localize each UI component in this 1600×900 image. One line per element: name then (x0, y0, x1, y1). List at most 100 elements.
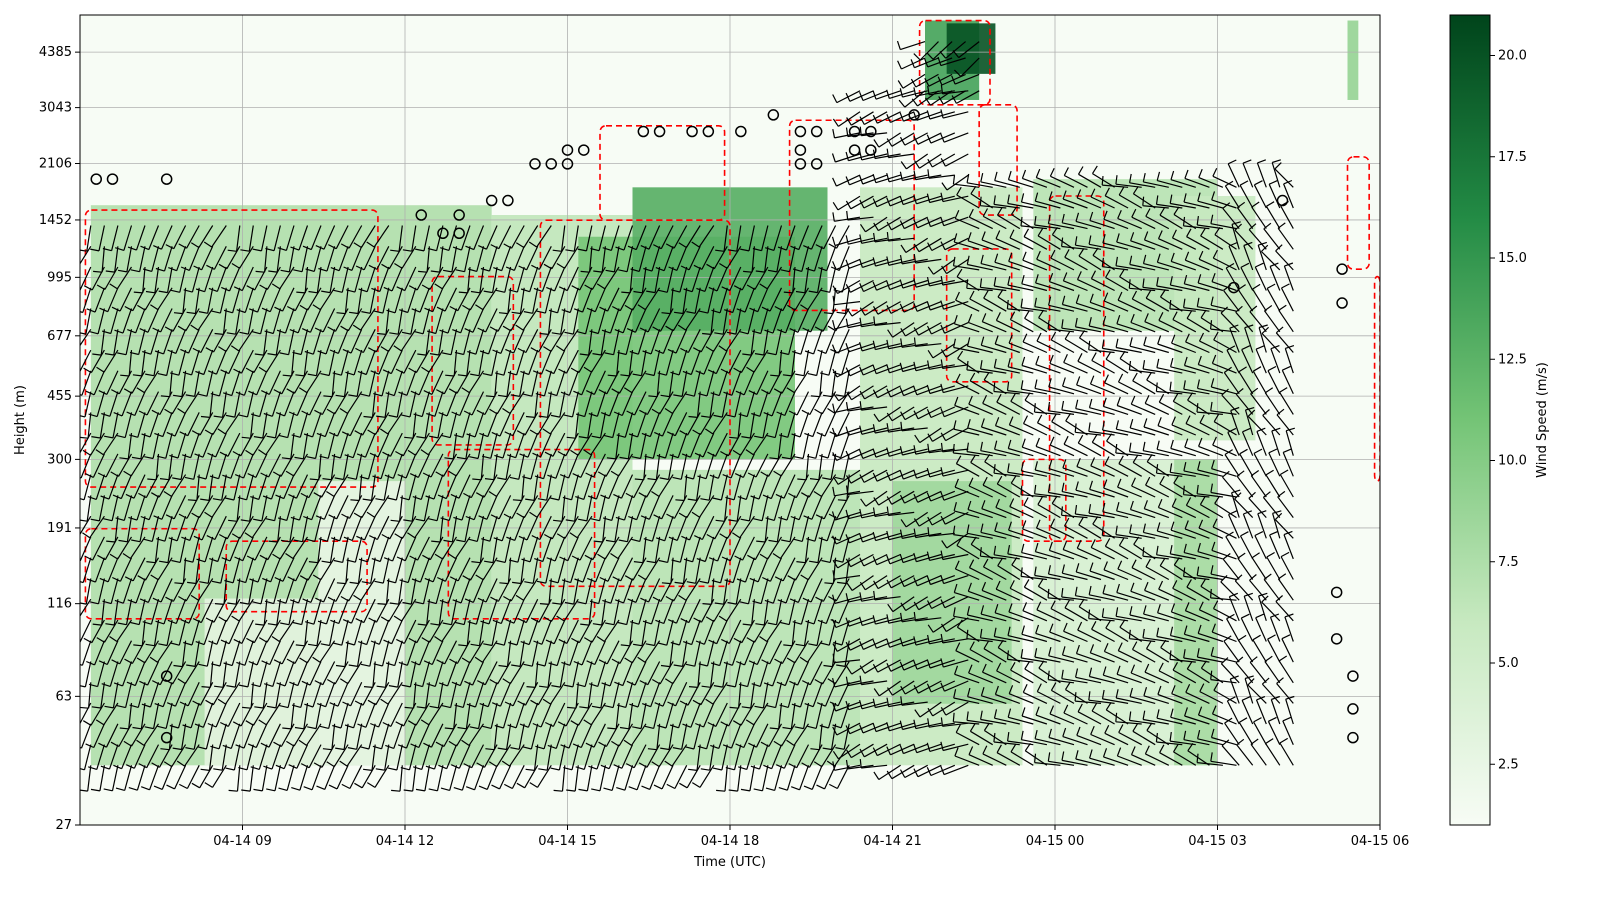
wind-barb (980, 710, 1007, 725)
wind-barb (787, 287, 810, 311)
wind-barb (156, 432, 173, 459)
wind-barb (1249, 656, 1267, 684)
wind-barb (113, 661, 133, 687)
calm-circle (702, 125, 715, 138)
wind-barb (150, 287, 173, 311)
wind-barb (1076, 189, 1102, 209)
colorbar-tick-label: 15.0 (1498, 251, 1527, 266)
wind-barb (1075, 399, 1102, 415)
wind-barb (389, 578, 403, 605)
wind-barb (1210, 320, 1237, 333)
wind-barb (585, 723, 606, 748)
wind-barb (940, 764, 969, 776)
wind-barb (886, 406, 915, 422)
wind-barb (80, 308, 92, 335)
wind-barb (1198, 437, 1224, 457)
wind-barb (681, 432, 701, 458)
wind-barb (561, 287, 579, 314)
wind-barb (1078, 248, 1102, 271)
wind-barb (686, 287, 701, 314)
wind-barb (702, 578, 715, 605)
wind-barb (600, 744, 620, 770)
wind-barb (1021, 625, 1048, 643)
wind-barb (859, 743, 888, 758)
wind-barb (523, 640, 539, 667)
wind-barb (993, 709, 1020, 725)
wind-barb (596, 619, 620, 642)
wind-barb (956, 268, 980, 292)
wind-barb (531, 246, 552, 270)
wind-barb (1118, 186, 1143, 209)
wind-barb (112, 557, 133, 582)
wind-barb (1024, 392, 1048, 415)
wind-barb (191, 495, 214, 519)
wind-barb (626, 391, 647, 416)
wind-barb (204, 495, 227, 518)
wind-barb (1090, 725, 1115, 746)
wind-barb (479, 682, 498, 708)
wind-barb (788, 744, 810, 769)
wind-barb (805, 246, 823, 272)
wind-barb (804, 412, 823, 438)
wind-barb (355, 246, 376, 271)
wind-barb (106, 516, 119, 543)
wind-barb (375, 744, 390, 771)
wind-barb (563, 744, 579, 771)
wind-barb (647, 453, 661, 481)
wind-barb (1252, 634, 1267, 663)
wind-barb (305, 599, 322, 625)
wind-barb (602, 225, 620, 251)
wind-barb (1007, 170, 1034, 188)
wind-barb (558, 266, 579, 292)
wind-barb (117, 599, 133, 626)
wind-barb (428, 765, 444, 792)
wind-barb (356, 515, 376, 541)
wind-barb (275, 391, 295, 417)
wind-barb (832, 364, 861, 378)
wind-barb (735, 370, 755, 396)
wind-barb (123, 370, 146, 394)
colorbar-tick-label: 10.0 (1498, 454, 1527, 469)
wind-barb (512, 557, 525, 585)
wind-barb (1021, 274, 1048, 292)
wind-barb (254, 682, 268, 709)
wind-barb (708, 536, 728, 562)
wind-barb (388, 391, 403, 418)
wind-barb (683, 266, 701, 293)
wind-barb (577, 495, 593, 522)
wind-barb (639, 308, 661, 333)
wind-barb (954, 747, 980, 766)
wind-barb (385, 640, 403, 667)
wind-barb (954, 665, 980, 684)
wind-barb (886, 232, 915, 242)
wind-barb (846, 743, 874, 759)
wind-barb (1129, 419, 1156, 436)
y-tick-label: 4385 (39, 45, 72, 60)
wind-barb (1130, 232, 1156, 250)
wind-barb (873, 764, 901, 781)
wind-barb (993, 382, 1020, 395)
wind-barb (349, 557, 363, 585)
x-axis-label: Time (UTC) (693, 855, 766, 870)
wind-barb (145, 619, 160, 647)
wind-barb (708, 266, 728, 292)
wind-barb (505, 329, 525, 354)
wind-barb (403, 765, 417, 792)
wind-barb (722, 453, 742, 479)
wind-barb (699, 557, 715, 584)
wind-barb (591, 765, 606, 792)
wind-barb (551, 661, 566, 688)
wind-barb (95, 702, 119, 726)
wind-barb (1049, 436, 1075, 457)
wind-barb (718, 598, 742, 622)
wind-barb (279, 329, 295, 356)
wind-barb (315, 578, 336, 603)
wind-barb (707, 702, 728, 727)
wind-barb (1142, 441, 1169, 457)
wind-barb (1212, 249, 1237, 271)
wind-barb (1131, 477, 1156, 498)
wind-barb (428, 412, 444, 439)
wind-barb (1048, 272, 1075, 292)
wind-barb (1212, 518, 1237, 539)
wind-barb (1266, 283, 1281, 312)
